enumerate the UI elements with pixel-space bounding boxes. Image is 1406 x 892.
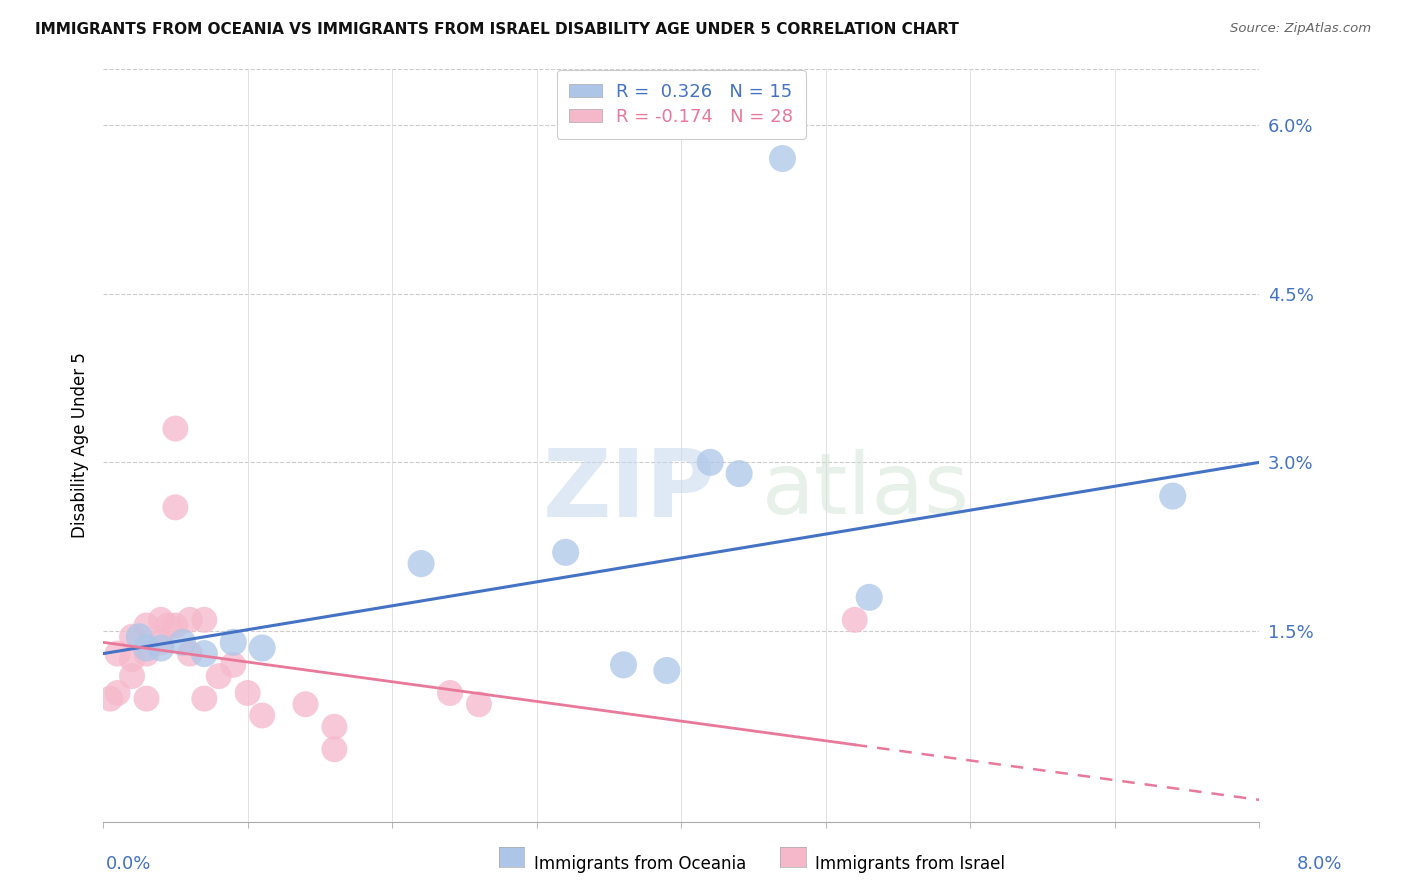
Point (149, 613, 172, 627)
Point (165, 618, 187, 632)
Point (222, 635, 245, 649)
Point (250, 708, 273, 723)
Point (1161, 489, 1184, 503)
Text: Immigrants from Israel: Immigrants from Israel (815, 855, 1005, 872)
Point (554, 545, 576, 559)
Point (323, 742, 346, 756)
Point (165, 500, 187, 515)
Point (98, 691, 121, 706)
Point (107, 686, 129, 700)
Point (165, 421, 187, 435)
Point (135, 618, 157, 632)
Point (149, 635, 172, 649)
Point (135, 640, 157, 655)
Point (135, 647, 157, 661)
Point (699, 455, 721, 469)
Point (121, 652, 143, 666)
Text: IMMIGRANTS FROM OCEANIA VS IMMIGRANTS FROM ISRAEL DISABILITY AGE UNDER 5 CORRELA: IMMIGRANTS FROM OCEANIA VS IMMIGRANTS FR… (35, 22, 959, 37)
Point (179, 613, 201, 627)
Point (439, 686, 461, 700)
Point (107, 647, 129, 661)
Point (193, 691, 215, 706)
Point (655, 664, 678, 678)
Point (858, 591, 880, 605)
Point (179, 647, 201, 661)
Text: atlas: atlas (762, 450, 970, 533)
Text: 0.0%: 0.0% (105, 855, 150, 872)
Point (121, 669, 143, 683)
Point (728, 467, 751, 481)
Point (128, 630, 150, 644)
Y-axis label: Disability Age Under 5: Disability Age Under 5 (72, 352, 89, 539)
Point (411, 557, 433, 571)
Point (468, 698, 491, 712)
Point (208, 669, 231, 683)
Legend: R =  0.326   N = 15, R = -0.174   N = 28: R = 0.326 N = 15, R = -0.174 N = 28 (557, 70, 806, 138)
Point (294, 698, 316, 712)
Point (844, 613, 866, 627)
Point (157, 618, 180, 632)
Point (121, 630, 143, 644)
Text: 8.0%: 8.0% (1298, 855, 1343, 872)
Point (149, 640, 172, 655)
Point (323, 720, 346, 734)
Point (172, 635, 194, 649)
Point (193, 613, 215, 627)
Point (772, 152, 794, 166)
Text: Source: ZipAtlas.com: Source: ZipAtlas.com (1230, 22, 1371, 36)
Point (193, 647, 215, 661)
Text: Immigrants from Oceania: Immigrants from Oceania (534, 855, 747, 872)
Point (250, 640, 273, 655)
Point (135, 691, 157, 706)
Text: ZIP: ZIP (543, 445, 716, 537)
Point (612, 657, 634, 672)
Point (236, 686, 259, 700)
Point (222, 657, 245, 672)
